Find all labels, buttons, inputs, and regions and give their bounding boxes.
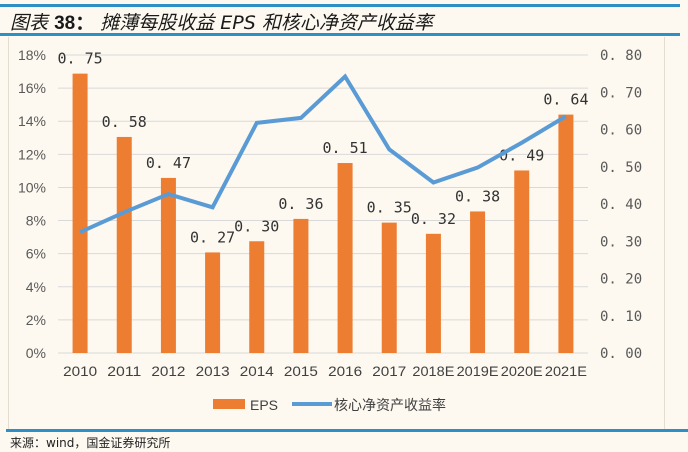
left-tick-label: 14% bbox=[18, 113, 46, 129]
x-tick-label: 2015 bbox=[284, 363, 318, 379]
right-tick-label: 0. 10 bbox=[600, 309, 642, 325]
left-tick-label: 6% bbox=[26, 246, 46, 262]
eps-bar bbox=[72, 73, 88, 353]
x-tick-label: 2011 bbox=[107, 363, 141, 379]
right-tick-label: 0. 60 bbox=[600, 123, 642, 139]
left-tick-label: 8% bbox=[26, 213, 46, 229]
top-rule bbox=[0, 4, 680, 7]
right-tick-label: 0. 00 bbox=[600, 346, 642, 362]
left-tick-label: 12% bbox=[18, 146, 46, 162]
legend-eps-swatch bbox=[213, 399, 245, 409]
left-tick-label: 18% bbox=[18, 47, 46, 63]
eps-bar bbox=[249, 241, 265, 353]
x-tick-label: 2013 bbox=[196, 363, 230, 379]
eps-bar bbox=[514, 170, 530, 353]
title-number: 38： bbox=[54, 13, 95, 34]
roe-line bbox=[79, 73, 567, 234]
right-tick-label: 0. 70 bbox=[600, 85, 642, 101]
x-tick-label: 2016 bbox=[328, 363, 362, 379]
left-tick-label: 16% bbox=[18, 80, 46, 96]
eps-bar bbox=[337, 163, 353, 353]
eps-bar bbox=[425, 233, 441, 353]
x-tick-label: 2014 bbox=[240, 363, 274, 379]
x-tick-label: 2017 bbox=[372, 363, 406, 379]
eps-data-label: 0. 38 bbox=[455, 187, 500, 205]
eps-data-label: 0. 75 bbox=[58, 50, 103, 68]
right-tick-label: 0. 40 bbox=[600, 197, 642, 213]
eps-bar bbox=[381, 222, 397, 353]
title-prefix: 图表 bbox=[10, 12, 49, 34]
chart-frame bbox=[8, 37, 665, 429]
eps-data-label: 0. 36 bbox=[278, 195, 323, 213]
eps-data-labels: 0. 75 0. 58 0. 47 0. 270. 30 0. 36 0. 51 0. 35… bbox=[58, 50, 589, 247]
right-axis-ticks: 0. 00 0. 10 0. 20 0. 30 0. 40 0. 50 0. 60 0. 70… bbox=[600, 48, 642, 362]
eps-data-label: 0. 27 bbox=[190, 228, 235, 246]
right-tick-label: 0. 20 bbox=[600, 272, 642, 288]
eps-data-label: 0. 51 bbox=[323, 139, 368, 157]
left-tick-label: 2% bbox=[26, 312, 46, 328]
eps-data-label: 0. 58 bbox=[102, 113, 147, 131]
eps-data-label: 0. 32 bbox=[411, 210, 456, 228]
title-text: 摊薄每股收益 EPS 和核心净资产收益率 bbox=[100, 12, 433, 34]
left-axis-ticks: 0% 2% 4% 6% 8% 10% 12% 14% 16% 18% bbox=[18, 47, 46, 361]
eps-bar bbox=[558, 114, 574, 353]
eps-bar bbox=[293, 218, 309, 353]
legend: EPS 核心净资产收益率 bbox=[213, 397, 446, 414]
roe-line-series bbox=[79, 73, 567, 234]
x-tick-label: 2010 bbox=[63, 363, 97, 379]
eps-bars bbox=[72, 73, 574, 353]
x-tick-label: 2019E bbox=[457, 363, 499, 379]
eps-bar bbox=[160, 177, 176, 353]
eps-data-label: 0. 35 bbox=[367, 199, 412, 217]
right-tick-label: 0. 30 bbox=[600, 234, 642, 250]
right-tick-label: 0. 50 bbox=[600, 160, 642, 176]
x-axis-ticks: 2010 2011 2012 2013 2014 2015 2016 2017 2018E 201… bbox=[63, 363, 587, 379]
eps-data-label: 0. 64 bbox=[543, 91, 588, 109]
figure-title: 图表 38： 摊薄每股收益 EPS 和核心净资产收益率 bbox=[10, 8, 433, 35]
eps-data-label: 0. 49 bbox=[499, 146, 544, 164]
source-note: 来源：wind，国金证券研究所 bbox=[10, 436, 171, 450]
left-tick-label: 10% bbox=[18, 179, 46, 195]
left-tick-label: 0% bbox=[26, 345, 46, 361]
eps-bar bbox=[205, 252, 221, 353]
eps-data-label: 0. 47 bbox=[146, 154, 191, 172]
x-tick-label: 2020E bbox=[501, 363, 543, 379]
x-tick-label: 2012 bbox=[151, 363, 185, 379]
legend-roe-label: 核心净资产收益率 bbox=[334, 397, 446, 414]
right-tick-label: 0. 80 bbox=[600, 48, 642, 64]
eps-data-label: 0. 30 bbox=[234, 217, 279, 235]
title-rule bbox=[0, 33, 680, 36]
eps-bar bbox=[470, 211, 486, 353]
bottom-rule bbox=[6, 429, 688, 432]
left-tick-label: 4% bbox=[26, 279, 46, 295]
eps-bar bbox=[116, 136, 132, 353]
legend-eps-label: EPS bbox=[250, 397, 278, 413]
x-tick-label: 2021E bbox=[545, 363, 587, 379]
x-tick-label: 2018E bbox=[412, 363, 454, 379]
